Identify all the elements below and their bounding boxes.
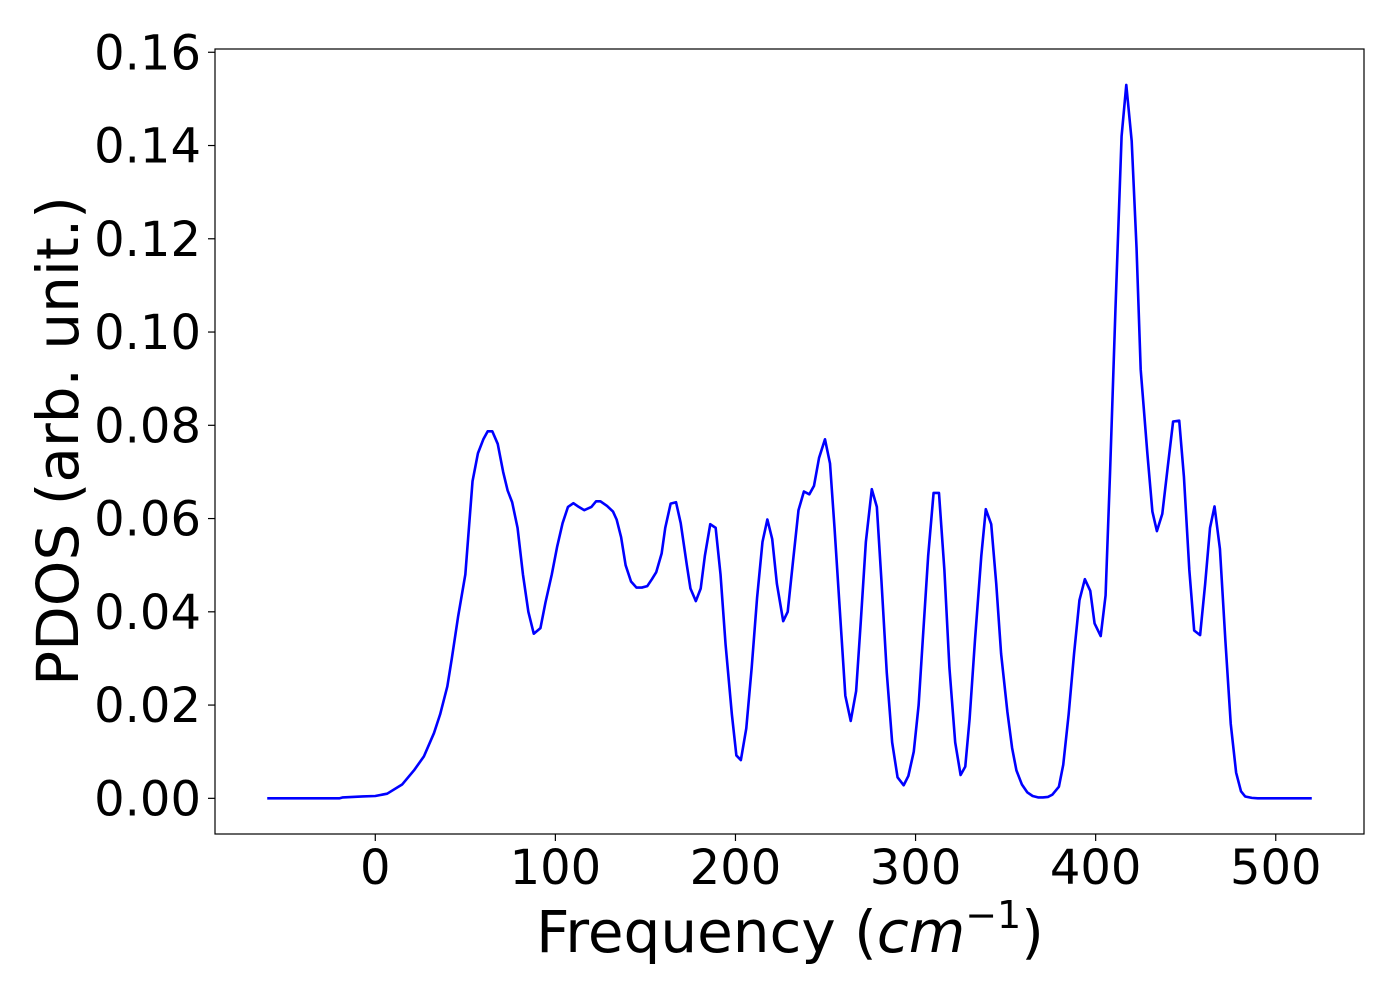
x-tick-label: 500 bbox=[1230, 840, 1322, 896]
x-tick-label: 100 bbox=[510, 840, 602, 896]
x-tick-label: 0 bbox=[360, 840, 391, 896]
y-tick-label: 0.10 bbox=[94, 305, 201, 361]
y-axis-label: PDOS (arb. unit.) bbox=[24, 196, 92, 686]
x-tick-label: 400 bbox=[1050, 840, 1142, 896]
y-tick-label: 0.02 bbox=[94, 678, 201, 734]
y-tick-label: 0.12 bbox=[94, 212, 201, 268]
y-tick-label: 0.00 bbox=[94, 771, 201, 827]
plot-frame bbox=[214, 48, 1365, 835]
y-tick-label: 0.14 bbox=[94, 119, 201, 175]
x-label-close: ) bbox=[1021, 898, 1044, 966]
x-tick-label: 200 bbox=[690, 840, 782, 896]
y-tick-label: 0.08 bbox=[94, 398, 201, 454]
x-tick-label: 300 bbox=[870, 840, 962, 896]
x-label-exponent: −1 bbox=[965, 893, 1021, 937]
y-tick-label: 0.06 bbox=[94, 492, 201, 548]
y-tick-label: 0.16 bbox=[94, 25, 201, 81]
x-axis-label: Frequency (cm−1) bbox=[536, 893, 1044, 966]
data-line bbox=[267, 83, 1312, 800]
x-label-text: Frequency ( bbox=[536, 898, 877, 966]
y-tick-label: 0.04 bbox=[94, 585, 201, 641]
x-label-unit: cm bbox=[877, 898, 965, 966]
